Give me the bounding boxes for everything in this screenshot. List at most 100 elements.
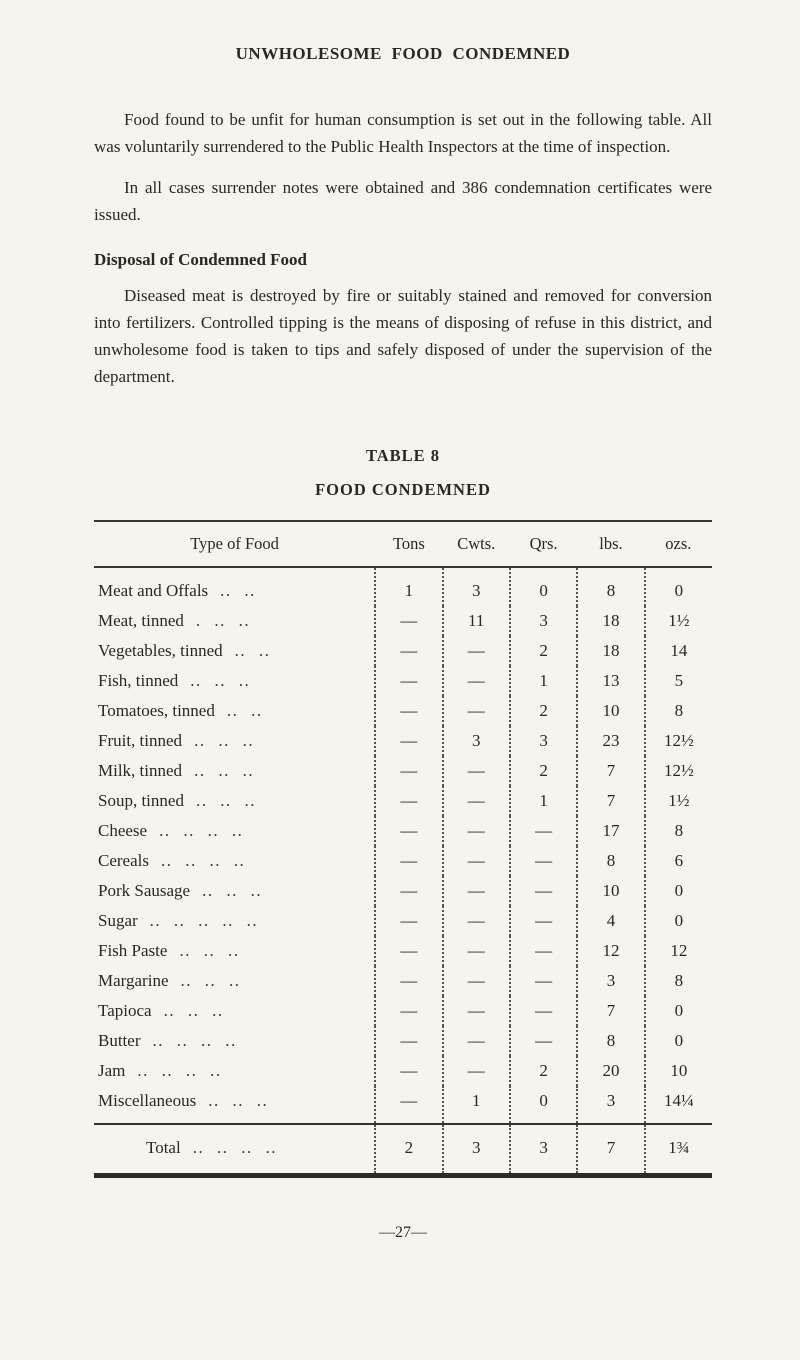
dot-leader: .. .. .. .. xyxy=(160,851,246,870)
total-lbs-cell: 7 xyxy=(576,1123,645,1178)
quantity-cell: — xyxy=(374,726,443,756)
dot-leader: .. .. .. xyxy=(180,971,241,990)
table-title: FOOD CONDEMNED xyxy=(315,480,491,499)
food-name: Tapioca xyxy=(98,1001,152,1020)
quantity-cell: 0 xyxy=(643,1026,712,1056)
table-row: Milk, tinned.. .. .. — —2 7 12½ xyxy=(94,756,712,786)
food-type-cell: Miscellaneous .. .. .. xyxy=(94,1086,375,1124)
quantity-cell: 8 xyxy=(576,1026,645,1056)
quantity-cell: — xyxy=(508,876,578,906)
quantity-cell: — xyxy=(374,666,443,696)
quantity-cell: 10 xyxy=(576,696,645,726)
quantity-cell: 23 xyxy=(576,726,645,756)
dot-leader: .. .. .. .. xyxy=(137,1061,222,1080)
food-condemned-table: Type of Food Tons Cwts. Qrs. lbs. ozs. M… xyxy=(94,520,712,1178)
quantity-cell: — xyxy=(374,1056,443,1086)
intro-paragraph-1: Food found to be unfit for human consump… xyxy=(94,110,712,156)
food-name: Fruit, tinned xyxy=(98,731,183,750)
quantity-cell: — xyxy=(374,996,443,1026)
quantity-cell: 1½ xyxy=(643,606,712,636)
quantity-cell: 2 xyxy=(508,636,578,666)
quantity-cell: — xyxy=(374,696,443,726)
quantity-cell: 1 xyxy=(374,567,443,606)
dot-leader: .. .. .. xyxy=(195,791,256,810)
quantity-cell: 0 xyxy=(508,1086,578,1124)
food-type-cell: Vegetables, tinned .. .. xyxy=(94,636,375,666)
food-name: Butter xyxy=(98,1031,141,1050)
total-cwts-cell: 3 xyxy=(441,1123,510,1178)
document-page: UNWHOLESOME FOOD CONDEMNED Food found to… xyxy=(94,44,712,1241)
food-type-cell: Tomatoes, tinned .. .. xyxy=(94,696,375,726)
column-header-qrs: Qrs. xyxy=(509,520,578,568)
quantity-cell: 8 xyxy=(643,966,712,996)
table-row: Tomatoes, tinned.. .. — —2 10 8 xyxy=(94,696,712,726)
table-row: Meat, tinned . .. .. —11 3 18 1½ xyxy=(94,606,712,636)
quantity-cell: 2 xyxy=(508,696,578,726)
quantity-cell: 6 xyxy=(643,846,712,876)
quantity-cell: 10 xyxy=(576,876,645,906)
table-row: Pork Sausage.. .. .. — — —10 0 xyxy=(94,876,712,906)
quantity-cell: 12 xyxy=(576,936,645,966)
quantity-cell: — xyxy=(508,846,578,876)
table-number-label: TABLE 8 xyxy=(365,446,441,465)
table-row: Sugar.. .. .. .. .. — — —4 0 xyxy=(94,906,712,936)
table-row: Fruit, tinned.. .. .. —3 3 23 12½ xyxy=(94,726,712,756)
page-title: UNWHOLESOME FOOD CONDEMNED xyxy=(235,44,571,63)
quantity-cell: — xyxy=(508,1026,578,1056)
dot-leader: .. .. .. xyxy=(202,881,263,900)
quantity-cell: 8 xyxy=(576,567,645,606)
quantity-cell: 14¼ xyxy=(643,1086,712,1124)
food-type-cell: Fruit, tinned .. .. .. xyxy=(94,726,375,756)
quantity-cell: 17 xyxy=(576,816,645,846)
food-type-cell: Meat, tinned . .. .. xyxy=(94,606,375,636)
quantity-cell: — xyxy=(374,846,443,876)
table-row: Cereals.. .. .. .. — — —8 6 xyxy=(94,846,712,876)
table-header-row: Type of Food Tons Cwts. Qrs. lbs. ozs. xyxy=(94,520,712,568)
quantity-cell: — xyxy=(441,906,510,936)
quantity-cell: — xyxy=(374,756,443,786)
dot-leader: .. .. xyxy=(234,641,271,660)
food-name: Fish, tinned xyxy=(98,671,179,690)
quantity-cell: 8 xyxy=(643,816,712,846)
dot-leader: .. .. .. xyxy=(194,761,255,780)
column-header-ozs: ozs. xyxy=(644,520,712,568)
quantity-cell: 12½ xyxy=(643,726,712,756)
table-total-row: Total .. .. .. .. 2 3 3 7 1¾ xyxy=(94,1123,712,1178)
quantity-cell: 3 xyxy=(441,726,510,756)
total-label-cell: Total .. .. .. .. xyxy=(94,1123,376,1178)
dot-leader: .. .. .. xyxy=(190,671,251,690)
food-name: Miscellaneous xyxy=(98,1091,197,1110)
quantity-cell: 2 xyxy=(508,756,578,786)
quantity-cell: 0 xyxy=(643,996,712,1026)
quantity-cell: — xyxy=(374,816,443,846)
quantity-cell: — xyxy=(441,876,510,906)
quantity-cell: 4 xyxy=(576,906,645,936)
food-type-cell: Fish Paste .. .. .. xyxy=(94,936,375,966)
table-body: Meat and Offals.. .. 1 3 0 8 0 Meat, tinned. .… xyxy=(94,567,712,1124)
table-row: Vegetables, tinned.. .. — —2 18 14 xyxy=(94,636,712,666)
food-name: Margarine xyxy=(98,971,169,990)
quantity-cell: — xyxy=(441,966,510,996)
quantity-cell: — xyxy=(441,696,510,726)
quantity-cell: — xyxy=(374,1086,443,1124)
dot-leader: .. .. .. .. xyxy=(152,1031,237,1050)
food-type-cell: Sugar .. .. .. .. .. xyxy=(94,906,375,936)
quantity-cell: 1 xyxy=(508,786,578,816)
quantity-cell: 3 xyxy=(441,567,510,606)
quantity-cell: 0 xyxy=(643,876,712,906)
food-type-cell: Butter .. .. .. .. xyxy=(94,1026,375,1056)
total-ozs-cell: 1¾ xyxy=(643,1123,712,1178)
quantity-cell: 3 xyxy=(576,1086,645,1124)
quantity-cell: 3 xyxy=(508,726,578,756)
food-name: Meat, tinned xyxy=(98,611,184,630)
quantity-cell: — xyxy=(441,666,510,696)
food-type-cell: Cheese .. .. .. .. xyxy=(94,816,375,846)
quantity-cell: — xyxy=(508,966,578,996)
table-row: Fish, tinned.. .. .. — —1 13 5 xyxy=(94,666,712,696)
disposal-paragraph: Diseased meat is destroyed by fire or su… xyxy=(94,286,712,386)
quantity-cell: — xyxy=(441,846,510,876)
column-header-lbs: lbs. xyxy=(577,520,645,568)
quantity-cell: 7 xyxy=(576,996,645,1026)
quantity-cell: 12 xyxy=(643,936,712,966)
column-header-tons: Tons xyxy=(375,520,443,568)
